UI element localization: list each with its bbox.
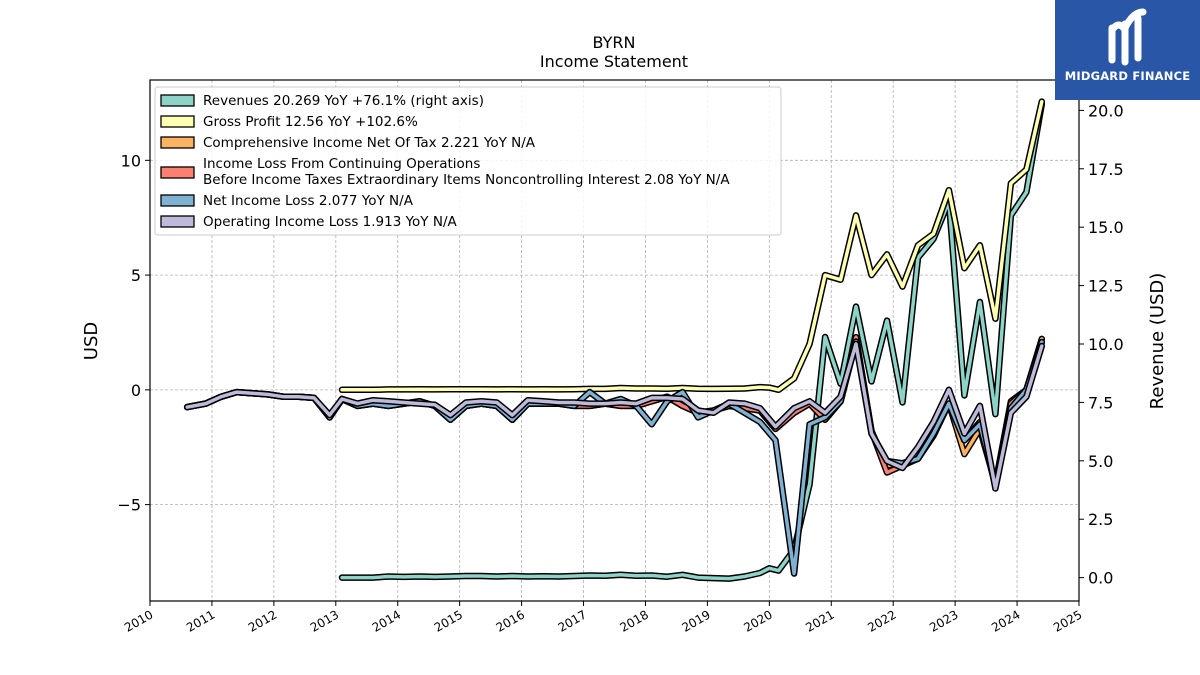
legend-swatch-3 — [160, 166, 195, 179]
y-tick-label: 5 — [131, 266, 141, 285]
y2-tick-label: 15.0 — [1088, 218, 1124, 237]
y-tick-label: 10 — [121, 151, 141, 170]
y2-tick-label: 7.5 — [1088, 393, 1113, 412]
x-tick-label: 2020 — [741, 607, 774, 634]
x-tick-label: 2024 — [989, 607, 1022, 634]
y2-axis-label: Revenue (USD) — [1147, 273, 1168, 410]
series-outline-5 — [183, 340, 1046, 492]
mf-monogram-icon — [1108, 8, 1147, 66]
legend-swatch-2 — [160, 136, 195, 149]
y2-tick-label: 5.0 — [1088, 452, 1113, 471]
y2-tick-label: 0.0 — [1088, 569, 1113, 588]
y2-tick-label: 10.0 — [1088, 335, 1124, 354]
x-tick-label: 2017 — [556, 607, 589, 634]
legend-swatch-5 — [160, 215, 195, 228]
x-tick-label: 2019 — [679, 607, 712, 634]
y2-tick-label: 17.5 — [1088, 160, 1124, 179]
legend-label-4: Net Income Loss 2.077 YoY N/A — [203, 193, 414, 209]
logo: MIDGARD FINANCE — [1055, 0, 1200, 100]
x-tick-label: 2021 — [803, 607, 836, 634]
x-tick-label: 2011 — [184, 607, 217, 634]
legend-swatch-1 — [160, 115, 195, 128]
legend-swatch-0 — [160, 94, 195, 107]
series-outline-3 — [183, 333, 1046, 490]
legend: Revenues 20.269 YoY +76.1% (right axis) G… — [154, 86, 782, 236]
x-tick-label: 2012 — [246, 607, 279, 634]
x-tick-label: 2015 — [432, 607, 465, 634]
y-tick-label: 0 — [131, 381, 141, 400]
logo-text: MIDGARD FINANCE — [1064, 69, 1191, 83]
legend-label-5: Operating Income Loss 1.913 YoY N/A — [203, 214, 457, 230]
x-tick-label: 2013 — [308, 607, 341, 634]
legend-swatch-4 — [160, 194, 195, 207]
series-layer — [183, 98, 1046, 582]
legend-label-2: Comprehensive Income Net Of Tax 2.221 Yo… — [203, 135, 536, 151]
y-axis-label: USD — [81, 322, 102, 360]
x-tick-label: 2025 — [1051, 607, 1084, 634]
y-tick-label: −5 — [117, 496, 141, 515]
x-tick-label: 2018 — [618, 607, 651, 634]
y2-tick-label: 20.0 — [1088, 101, 1124, 120]
x-tick-label: 2010 — [122, 607, 155, 634]
legend-label-3: Before Income Taxes Extraordinary Items … — [203, 172, 730, 188]
legend-label-1: Gross Profit 12.56 YoY +102.6% — [203, 114, 418, 130]
y2-tick-label: 2.5 — [1088, 510, 1113, 529]
series-line-1 — [340, 99, 1044, 392]
x-tick-label: 2023 — [927, 607, 960, 634]
chart-title: BYRN — [593, 33, 636, 52]
legend-label-3: Income Loss From Continuing Operations — [203, 156, 480, 172]
legend-box — [154, 86, 782, 236]
x-tick-label: 2022 — [865, 607, 898, 634]
chart-subtitle: Income Statement — [540, 52, 688, 71]
legend-label-0: Revenues 20.269 YoY +76.1% (right axis) — [203, 93, 484, 109]
series-line-5 — [185, 342, 1044, 491]
y2-tick-label: 12.5 — [1088, 277, 1124, 296]
plot-frame — [149, 79, 1080, 602]
x-tick-label: 2016 — [494, 607, 527, 634]
x-tick-label: 2014 — [370, 607, 403, 634]
series-line-0 — [340, 102, 1044, 581]
